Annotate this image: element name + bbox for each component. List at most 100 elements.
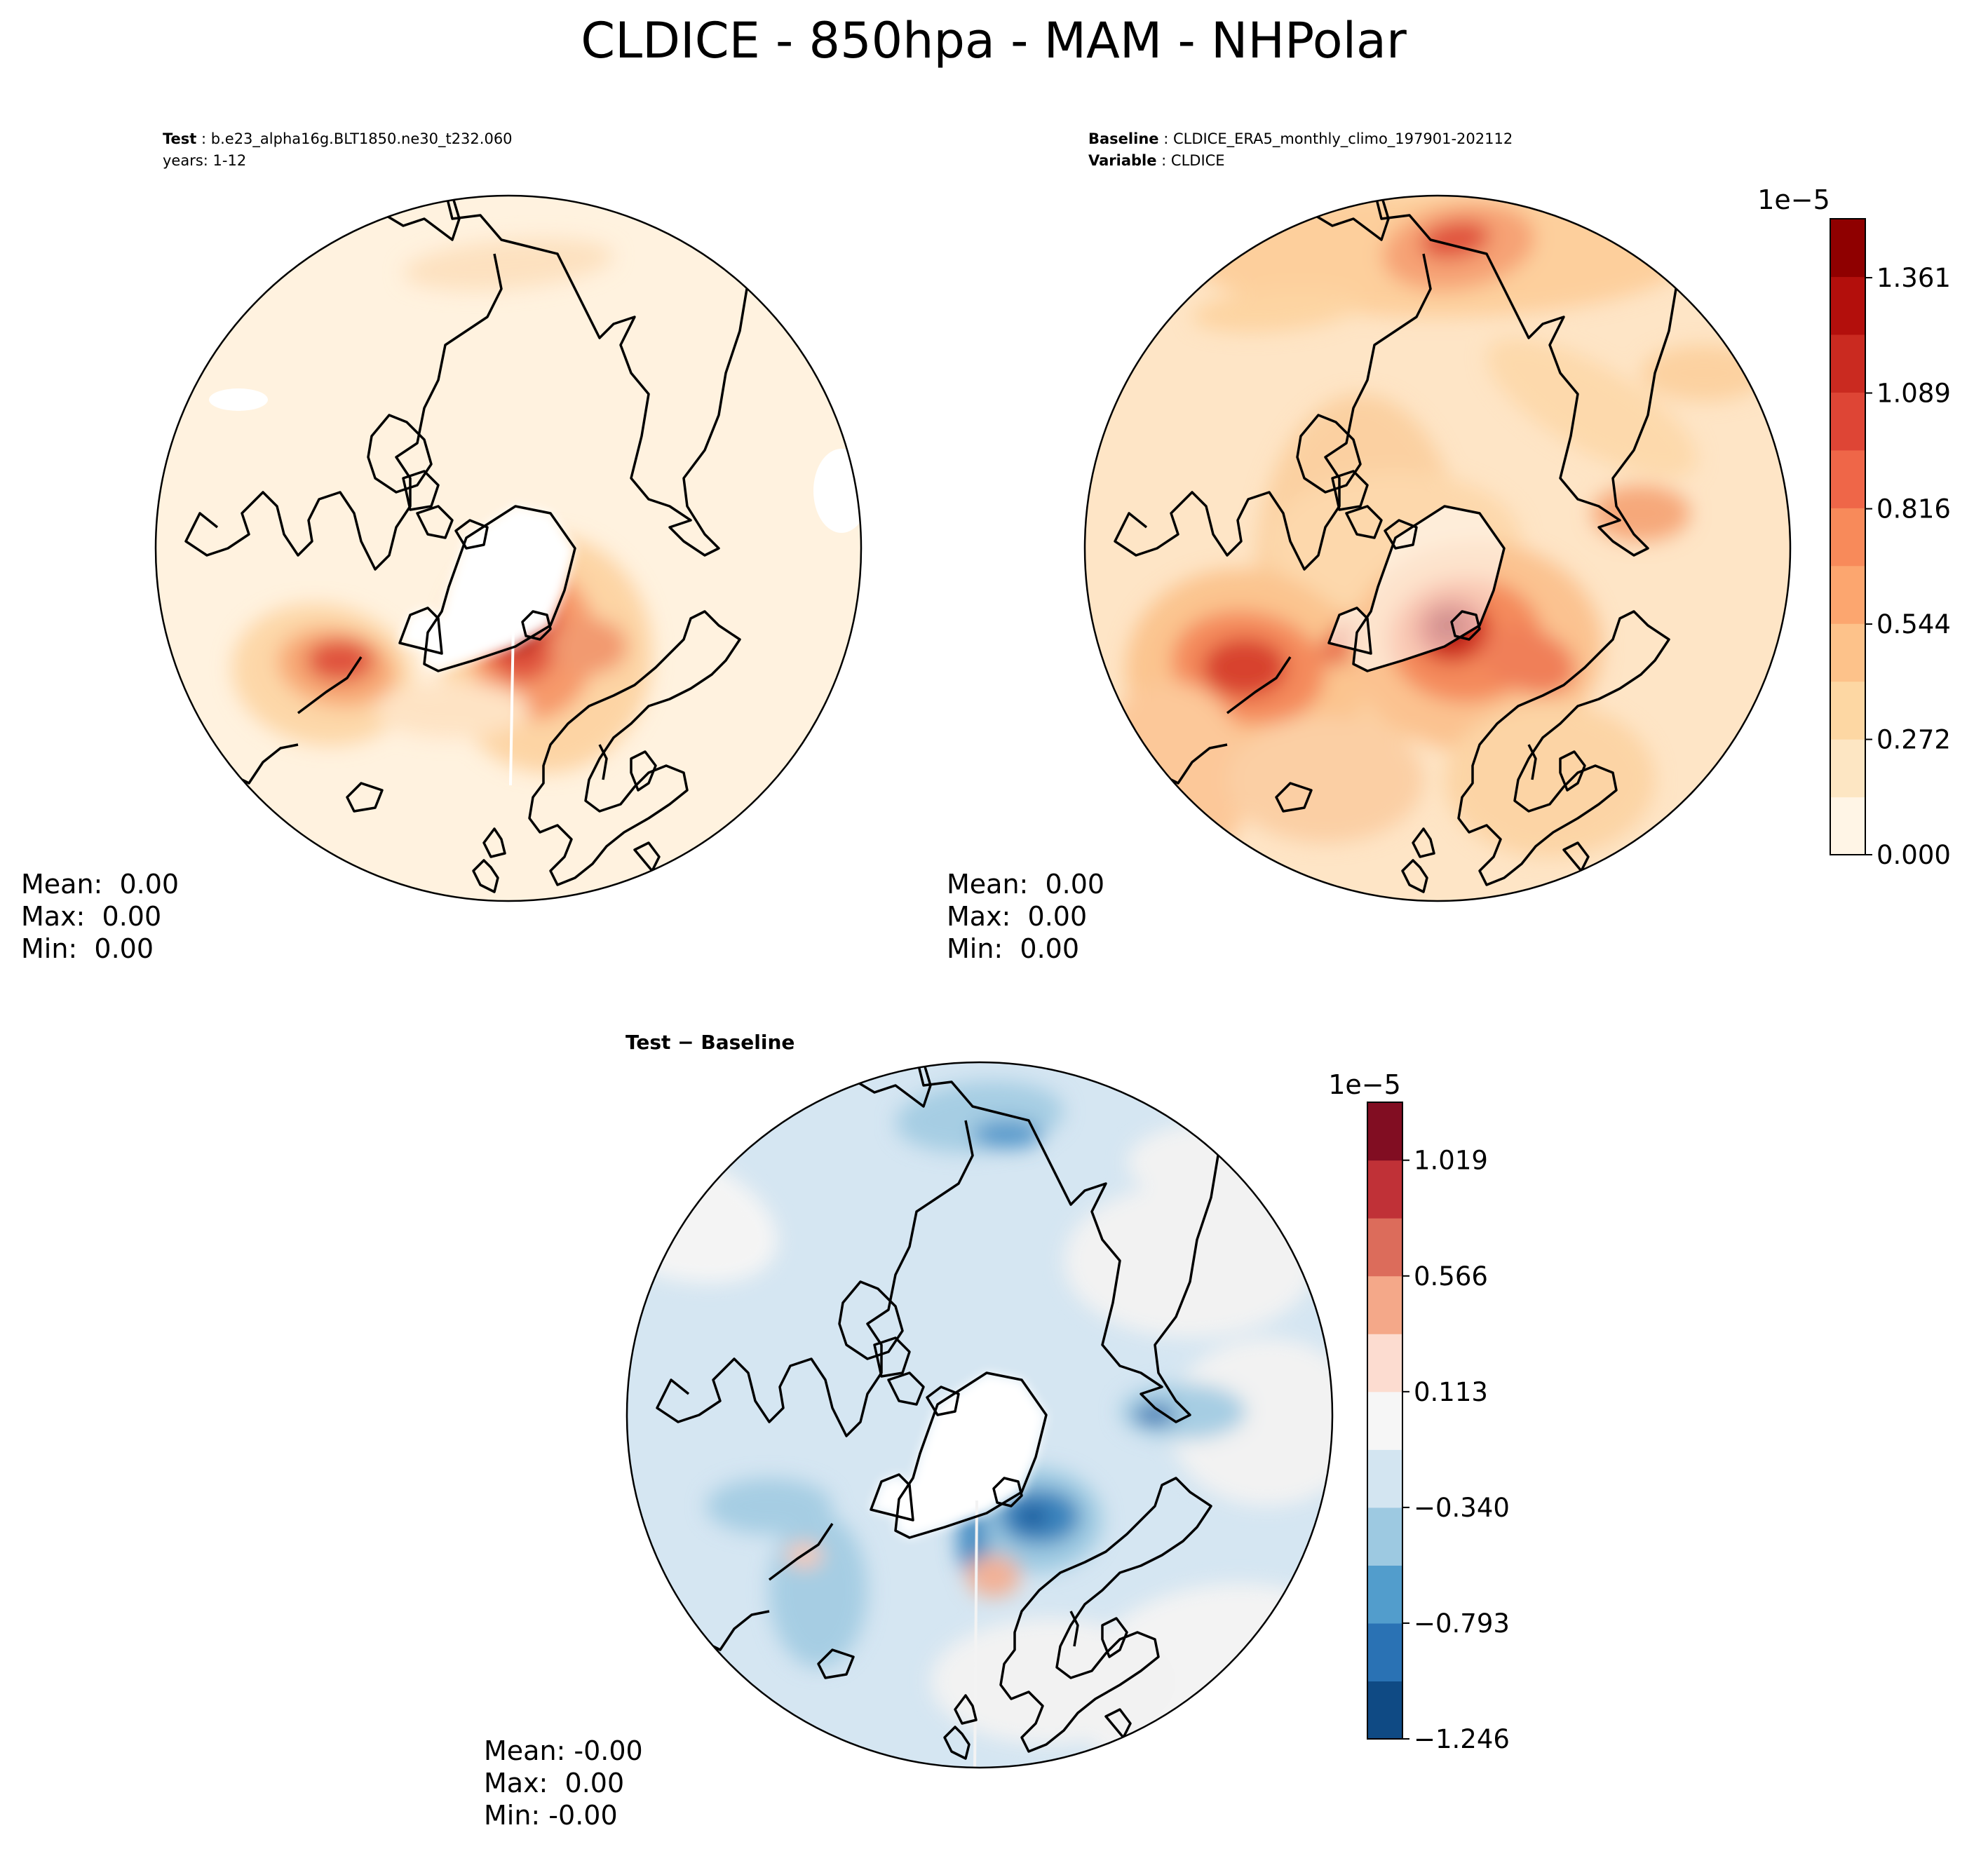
test-map-blank-2	[813, 449, 861, 533]
baseline-map-contour-patch	[1481, 626, 1576, 695]
baseline-colorbar-tick-label: 1.361	[1877, 263, 1951, 293]
baseline-map-boundary	[1083, 194, 1792, 902]
difference-colorbar-band	[1367, 1507, 1402, 1566]
test-header-label: Test	[163, 130, 196, 147]
baseline-stat-mean: Mean: 0.00	[947, 869, 1104, 900]
difference-map-contour-patch	[1017, 1505, 1048, 1528]
baseline-map-contour-patch	[1227, 717, 1424, 843]
baseline-colorbar-band	[1830, 739, 1865, 798]
baseline-colorbar-frame	[1830, 218, 1866, 855]
baseline-map-contour-patch	[1592, 485, 1690, 541]
difference-colorbar-tick-label: −1.246	[1414, 1724, 1510, 1754]
difference-colorbar-band	[1367, 1218, 1402, 1277]
baseline-colorbar-band	[1830, 334, 1865, 393]
test-panel: Test : b.e23_alpha16g.BLT1850.ne30_t232.…	[21, 130, 863, 964]
baseline-header-sep2: :	[1156, 152, 1170, 169]
difference-colorbar-bands	[1367, 1102, 1402, 1740]
baseline-map-contour-patch	[1486, 338, 1698, 478]
baseline-colorbar-band	[1830, 219, 1865, 278]
difference-colorbar-band	[1367, 1622, 1402, 1682]
baseline-colorbar-band	[1830, 449, 1865, 508]
test-map-boundary	[154, 194, 863, 902]
difference-colorbar-ticks: −1.246 −0.793 −0.340 0.113 0.566 1.019	[1402, 1146, 1510, 1754]
test-map-seam	[509, 623, 515, 786]
baseline-variable-label: Variable	[1088, 152, 1156, 169]
difference-colorbar-band	[1367, 1160, 1402, 1219]
test-map-contour-patch	[550, 618, 628, 675]
test-stat-min: Min: 0.00	[21, 933, 154, 964]
difference-header: Test − Baseline	[626, 1031, 794, 1054]
baseline-header-sep1: :	[1159, 130, 1173, 147]
baseline-stat-min: Min: 0.00	[947, 933, 1079, 964]
baseline-header-dataset: CLDICE_ERA5_monthly_climo_197901-202112	[1173, 130, 1513, 148]
test-header-sep: :	[196, 130, 210, 147]
baseline-colorbar-band	[1830, 508, 1865, 567]
difference-panel: Test − Baseline Mean: -0.00 Max: 0.00 Mi…	[484, 1031, 1510, 1831]
baseline-colorbar-tick-label: 0.000	[1877, 840, 1951, 870]
difference-colorbar-scale: 1e−5	[1328, 1069, 1401, 1100]
test-map-contour-patch	[403, 238, 614, 291]
baseline-colorbar-band	[1830, 276, 1865, 335]
difference-map-contour-patch	[1120, 1383, 1246, 1439]
baseline-variable-value: CLDICE	[1171, 152, 1225, 169]
baseline-header-line2: Variable : CLDICE	[1088, 152, 1225, 169]
difference-colorbar-band	[1367, 1334, 1402, 1393]
difference-colorbar-frame	[1367, 1102, 1403, 1740]
difference-colorbar-band	[1367, 1102, 1402, 1161]
difference-colorbar-band	[1367, 1565, 1402, 1624]
difference-map-contour-patch	[706, 1478, 832, 1534]
difference-map-contour-patch	[931, 1618, 1169, 1744]
difference-map-contour-patch	[967, 1555, 1020, 1597]
baseline-colorbar-bands	[1830, 219, 1865, 855]
baseline-colorbar-scale: 1e−5	[1757, 184, 1830, 215]
difference-colorbar-tick-label: 1.019	[1414, 1146, 1488, 1176]
baseline-colorbar-tick-label: 1.089	[1877, 379, 1951, 409]
difference-colorbar-band	[1367, 1449, 1402, 1508]
figure-title: CLDICE - 850hpa - MAM - NHPolar	[581, 12, 1407, 69]
baseline-colorbar-band	[1830, 681, 1865, 740]
difference-stat-min: Min: -0.00	[484, 1800, 618, 1831]
difference-map	[626, 1061, 1334, 1769]
baseline-header-line1: Baseline : CLDICE_ERA5_monthly_climo_197…	[1088, 130, 1513, 148]
test-map-contour-patch	[198, 196, 349, 244]
difference-colorbar-band	[1367, 1681, 1402, 1740]
difference-map-boundary	[626, 1061, 1334, 1769]
test-map-blank-1	[209, 388, 268, 411]
baseline-colorbar: 1e−5 0.000 0.272 0.544 0.816 1.089 1.361	[1757, 184, 1951, 870]
test-map-contour-patch	[375, 682, 529, 738]
difference-stat-mean: Mean: -0.00	[484, 1735, 643, 1766]
baseline-colorbar-band	[1830, 623, 1865, 682]
baseline-colorbar-tick-label: 0.816	[1877, 494, 1951, 524]
baseline-colorbar-band	[1830, 565, 1865, 624]
difference-map-contour-patch	[1134, 1405, 1176, 1425]
difference-map-contour-patch	[769, 1513, 867, 1667]
test-header-years: years: 1-12	[163, 152, 246, 169]
test-map	[154, 194, 863, 902]
baseline-map	[1083, 194, 1792, 902]
baseline-colorbar-tick-label: 0.544	[1877, 609, 1951, 639]
baseline-stat-max: Max: 0.00	[947, 901, 1087, 932]
test-stat-max: Max: 0.00	[21, 901, 161, 932]
baseline-panel: Baseline : CLDICE_ERA5_monthly_climo_197…	[947, 130, 1951, 964]
difference-map-contour-patch	[973, 1120, 1043, 1149]
baseline-map-contour-patch	[1203, 638, 1287, 697]
test-header-line1: Test : b.e23_alpha16g.BLT1850.ne30_t232.…	[163, 130, 513, 148]
difference-colorbar-band	[1367, 1391, 1402, 1450]
difference-colorbar-tick-label: −0.793	[1414, 1608, 1510, 1639]
difference-colorbar-tick-label: −0.340	[1414, 1493, 1510, 1523]
baseline-map-contour-patch	[1641, 345, 1767, 401]
test-map-contour-patch	[306, 639, 374, 682]
baseline-colorbar-band	[1830, 392, 1865, 451]
difference-colorbar-band	[1367, 1275, 1402, 1334]
test-header-case: b.e23_alpha16g.BLT1850.ne30_t232.060	[211, 130, 513, 148]
difference-colorbar-tick-label: 0.566	[1414, 1261, 1488, 1292]
difference-colorbar-tick-label: 0.113	[1414, 1377, 1488, 1407]
difference-map-seam	[973, 1500, 978, 1768]
difference-map-contour-patch	[1064, 1184, 1316, 1338]
baseline-map-contour-patch	[1445, 703, 1655, 857]
test-stat-mean: Mean: 0.00	[21, 869, 179, 900]
difference-stat-max: Max: 0.00	[484, 1768, 624, 1798]
baseline-map-contour-patch	[1192, 287, 1360, 332]
difference-map-contour-patch	[1169, 1338, 1332, 1506]
